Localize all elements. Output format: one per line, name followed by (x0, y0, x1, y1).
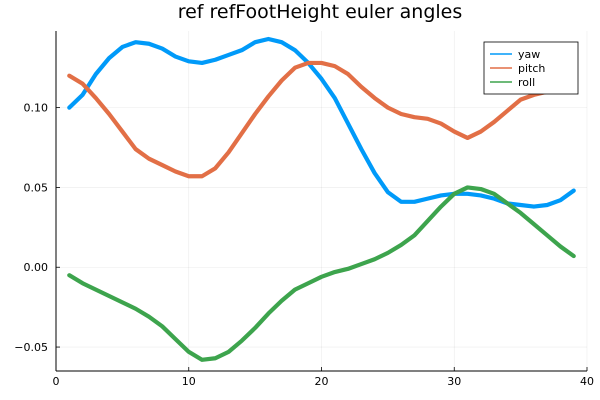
x-tick-label-1: 10 (182, 375, 196, 388)
grid (55, 31, 588, 371)
legend-label-yaw: yaw (518, 48, 540, 61)
series-line-pitch (67, 60, 576, 179)
x-tick-label-0: 0 (53, 375, 60, 388)
x-tick-label-3: 30 (447, 375, 461, 388)
legend-label-pitch: pitch (518, 62, 545, 75)
y-tick-label-0: −0.05 (14, 341, 48, 354)
x-tick-label-4: 40 (580, 375, 594, 388)
series-group (67, 36, 576, 362)
x-tick-label-2: 20 (315, 375, 329, 388)
series-line-roll (67, 185, 576, 362)
y-tick-label-3: 0.10 (24, 102, 49, 115)
legend-label-roll: roll (518, 76, 535, 89)
y-tick-label-2: 0.05 (24, 181, 49, 194)
y-tick-label-1: 0.00 (24, 261, 49, 274)
chart-title: ref refFootHeight euler angles (178, 1, 463, 23)
series-line-yaw (67, 36, 576, 209)
axes: 0 10 20 30 40 −0.05 0.00 0.05 0.10 (14, 31, 594, 388)
